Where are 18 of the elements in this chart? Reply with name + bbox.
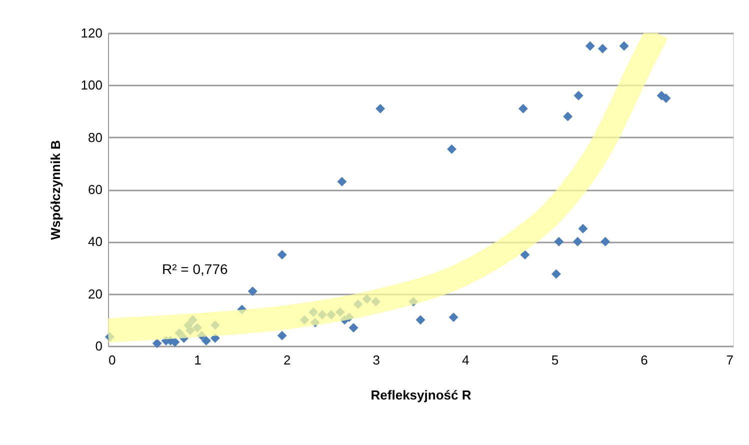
x-tick-label: 5 xyxy=(551,352,559,368)
x-tick-label: 7 xyxy=(726,352,734,368)
y-tick-label: 20 xyxy=(88,286,102,302)
x-tick-label: 2 xyxy=(283,352,291,368)
x-axis-title: Refleksyjność R xyxy=(370,388,472,402)
x-tick-label: 1 xyxy=(194,352,202,368)
y-tick-label: 60 xyxy=(88,182,102,197)
y-tick-label: 80 xyxy=(88,130,102,145)
x-tick-label: 6 xyxy=(640,352,648,368)
y-axis-title: Współczynnik B xyxy=(48,140,63,240)
y-tick-label: 100 xyxy=(80,78,102,93)
x-tick-label: 3 xyxy=(372,352,380,368)
y-tick-label: 0 xyxy=(95,338,102,354)
y-tick-label: 120 xyxy=(80,26,102,40)
y-tick-label: 40 xyxy=(88,234,102,250)
x-tick-label: 0 xyxy=(108,352,116,368)
annotation: R² = 0,776 xyxy=(162,261,228,277)
x-tick-label: 4 xyxy=(462,352,470,368)
